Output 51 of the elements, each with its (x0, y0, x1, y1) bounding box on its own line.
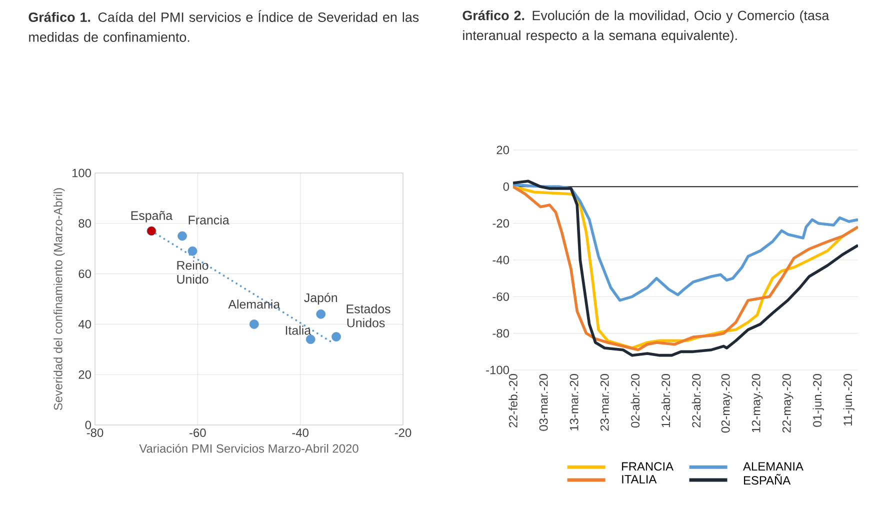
legend-label: FRANCIA (622, 462, 674, 471)
x-tick-label: 13-mar.-20 (570, 374, 578, 430)
y-tick-label: 20 (496, 146, 510, 154)
x-tick-label: 22-abr.-20 (692, 374, 701, 428)
x-tick-label: 02-abr.-20 (630, 374, 640, 428)
y-tick-label: 60 (78, 270, 92, 278)
y-tick-label: 100 (72, 168, 92, 178)
y-tick-label: -60 (492, 292, 510, 301)
y-tick-label: -40 (492, 256, 510, 264)
y-axis-title: Severidad del confinamiento (Marzo-Abril) (54, 188, 65, 410)
x-tick-label: 12-may.-20 (752, 374, 763, 432)
x-tick-label: 02-may.-20 (721, 374, 732, 433)
annotation: Japón (304, 292, 338, 305)
y-tick-label: 0 (503, 182, 510, 191)
legend-label: ITALIA (622, 475, 657, 484)
annotation: España (131, 210, 173, 222)
y-tick-label: 40 (78, 320, 92, 328)
annotation: Reino Unido (177, 260, 208, 284)
x-tick-label: 01-jun.-20 (812, 374, 824, 427)
annotation: Alemania (228, 300, 280, 309)
point (306, 334, 316, 344)
x-tick-label: 23-mar.-20 (600, 374, 609, 431)
x-tick-label: -60 (190, 428, 206, 437)
annotation: Estados Unidos (346, 304, 390, 328)
point (188, 246, 198, 256)
legend-label: ALEMANIA (743, 462, 804, 470)
x-tick-label: 12-abr.-20 (661, 374, 670, 428)
x-tick-label: 03-mar.-20 (539, 374, 548, 431)
annotation: Francia (188, 215, 230, 224)
y-tick-label: 80 (78, 219, 92, 228)
x-tick-label: 22-feb.-20 (508, 374, 518, 428)
y-tick-label: -100 (486, 366, 510, 374)
annotation: Italia (286, 326, 312, 335)
x-tick-label: -40 (292, 428, 309, 437)
x-tick-label: -80 (86, 428, 104, 437)
point (316, 309, 326, 319)
legend-label: ESPAÑA (744, 474, 791, 485)
x-tick-label: -20 (394, 428, 412, 437)
x-tick-label: 22-may.-20 (782, 374, 794, 433)
point (332, 332, 341, 342)
y-tick-label: 0 (85, 420, 92, 430)
y-tick-label: -80 (492, 329, 510, 338)
x-axis-title: Variación PMI Servicios Marzo-Abril 2020 (139, 444, 358, 453)
chart-title: Gráfico 1. Caída del PMI servicios e Índice de Severidad en las medidas de confinamiento. (28, 10, 419, 42)
y-tick-label: 20 (78, 370, 92, 379)
point (146, 226, 156, 236)
chart-title: Gráfico 2. Evolución de la movilidad, Ocio y Comercio (tasa interanual respecto a la semana equivalente). (462, 10, 830, 43)
y-tick-label: -20 (492, 219, 510, 228)
x-tick-label: 11-jun.-20 (843, 374, 854, 426)
point (178, 231, 187, 241)
point (249, 320, 259, 329)
